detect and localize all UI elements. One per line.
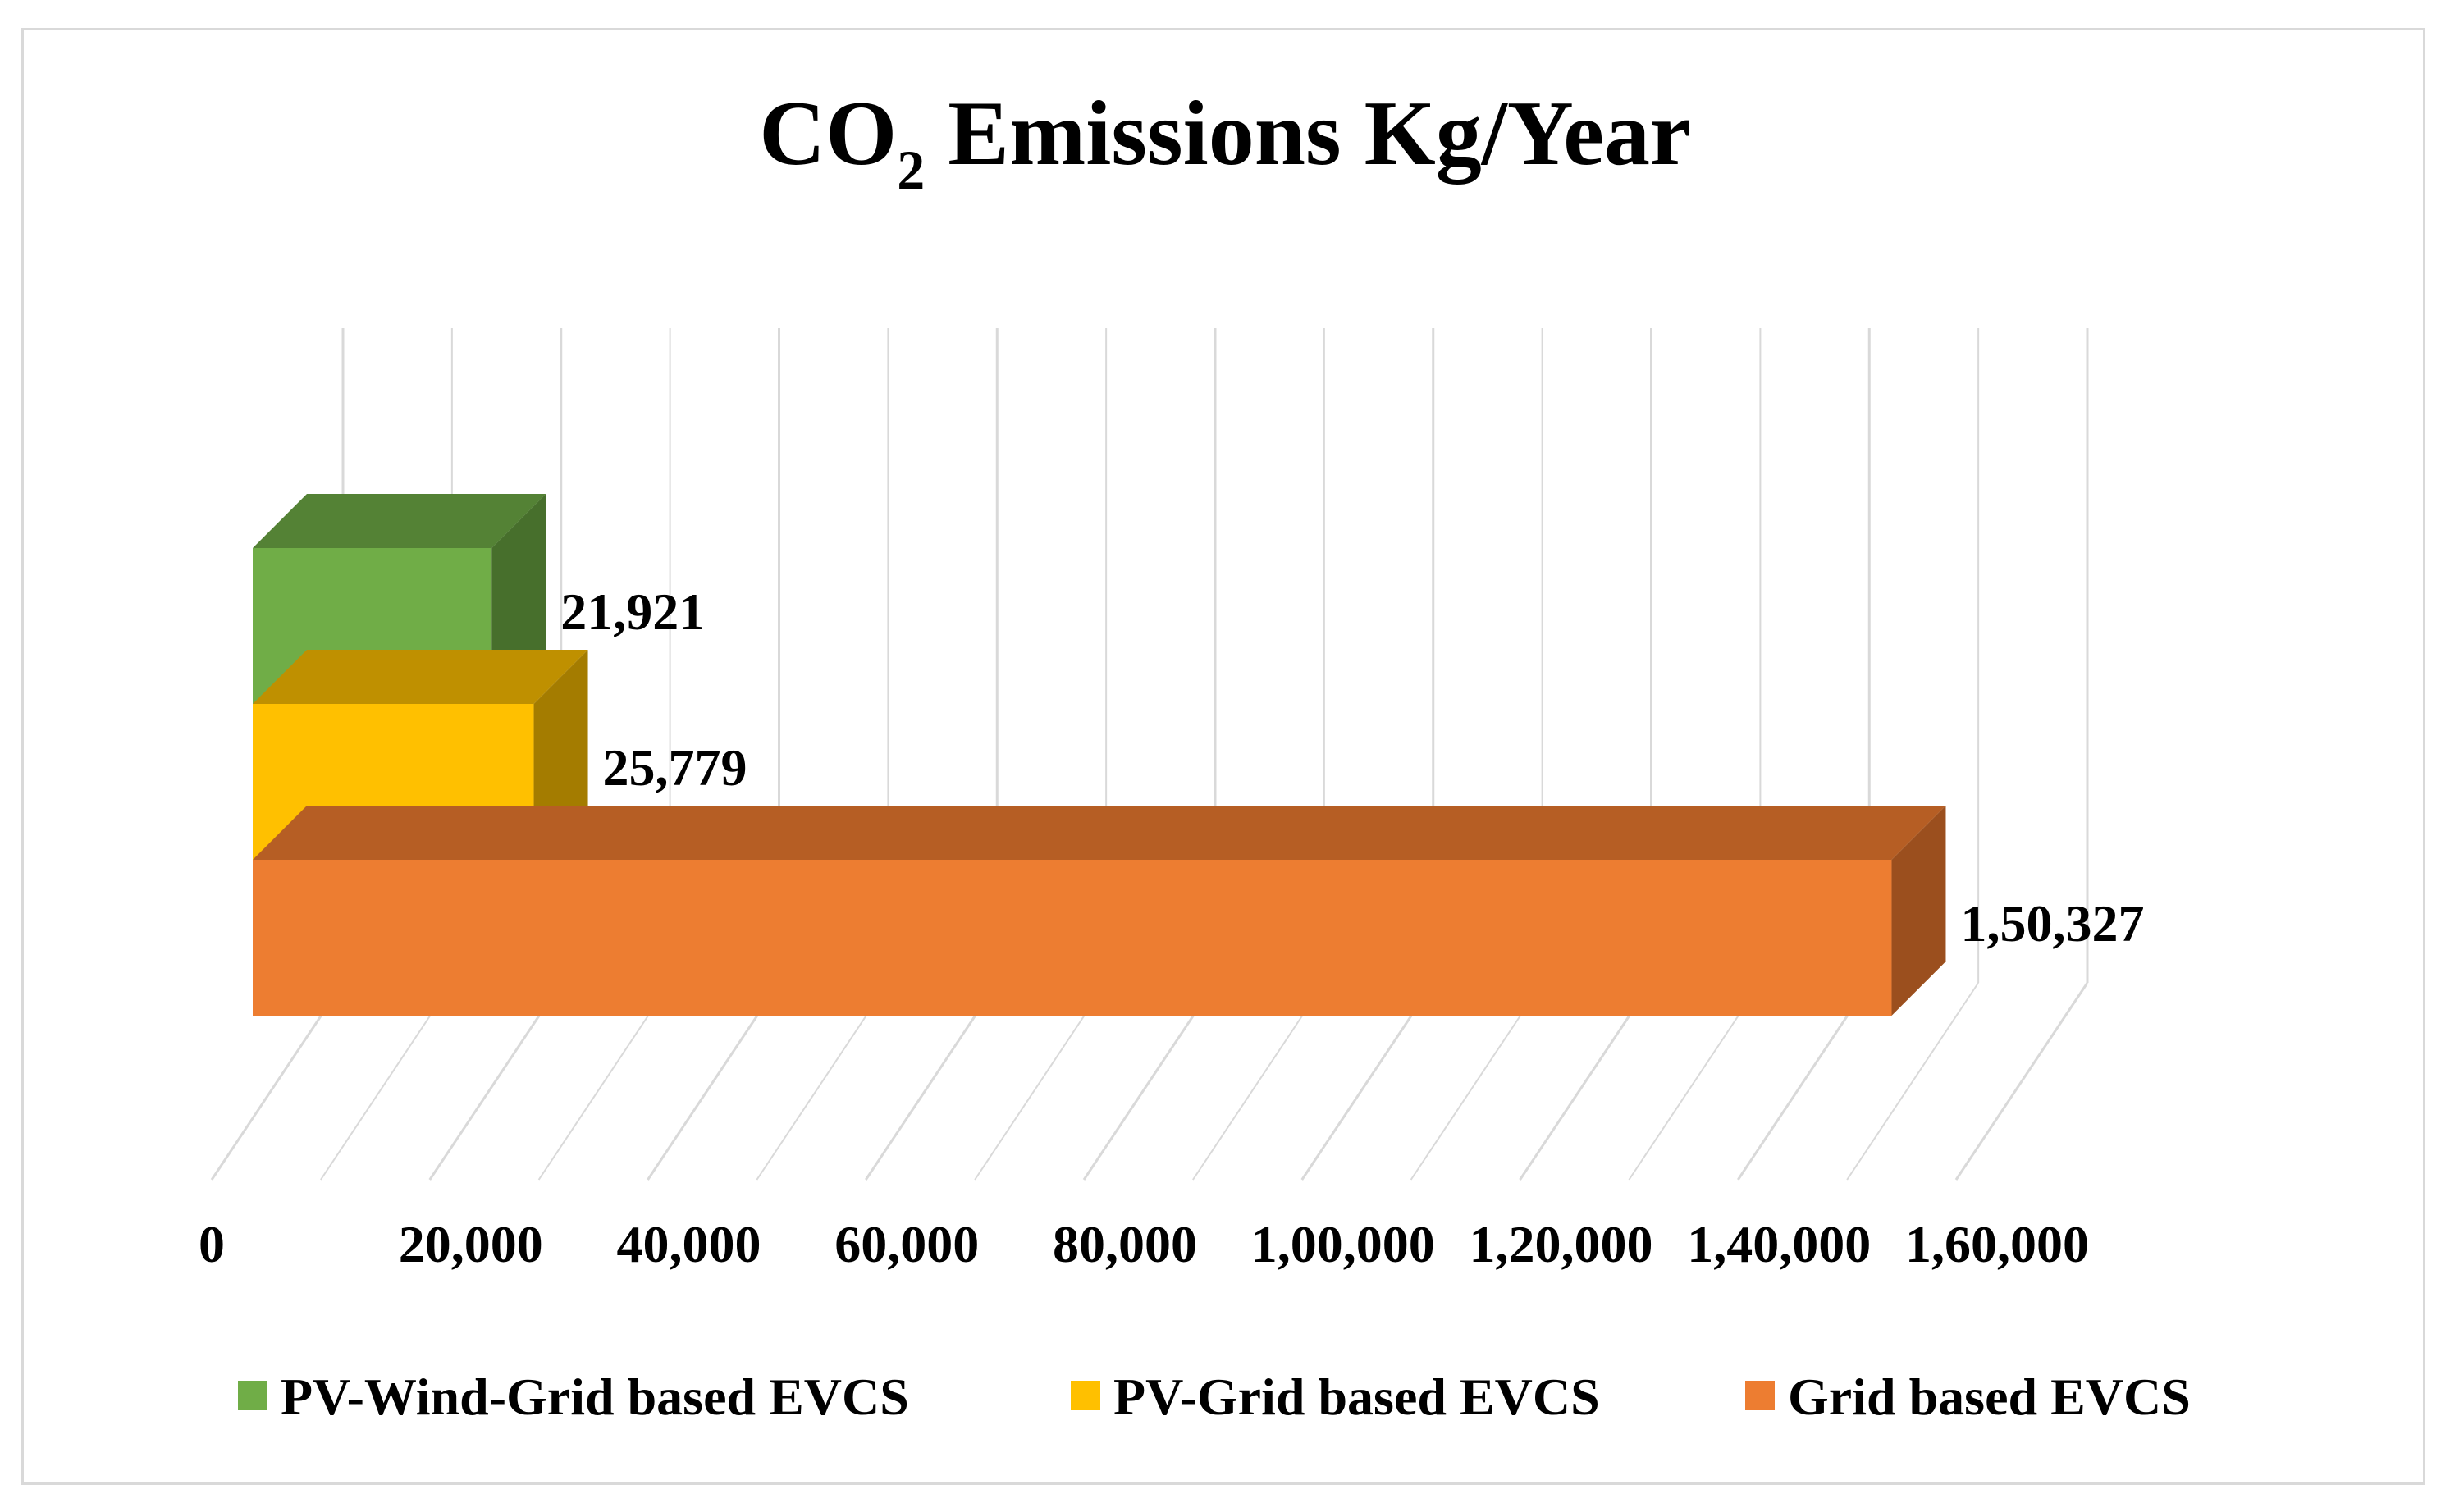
legend-swatch [1071,1381,1100,1410]
data-labels: 21,921 25,779 1,50,327 [560,582,2144,952]
bars [253,494,1946,1016]
x-tick-label: 40,000 [617,1215,761,1273]
bar-top [253,650,588,704]
x-tick-label: 1,40,000 [1687,1215,1871,1273]
x-axis-ticks: 0 20,000 40,000 60,000 80,000 1,00,000 1,20,00… [199,1215,2089,1273]
chart-title-subscript: 2 [897,139,925,201]
bar-front [253,860,1892,1016]
data-label: 1,50,327 [1960,894,2144,952]
bar-top [253,806,1946,860]
x-tick-label: 60,000 [834,1215,979,1273]
legend-label: Grid based EVCS [1788,1368,2191,1426]
legend-label: PV-Wind-Grid based EVCS [281,1368,909,1426]
x-tick-label: 1,20,000 [1470,1215,1653,1273]
chart-title: CO2 Emissions Kg/Year [759,83,1690,201]
bar-top [253,494,546,548]
data-label: 21,921 [560,582,705,641]
data-label: 25,779 [603,738,747,797]
floor-gridline [1954,982,2089,1181]
x-tick-label: 20,000 [399,1215,543,1273]
legend-swatch [238,1381,267,1410]
x-tick-label: 1,00,000 [1251,1215,1435,1273]
x-tick-label: 80,000 [1053,1215,1197,1273]
chart-title-main: CO [759,83,897,185]
legend-label: PV-Grid based EVCS [1113,1368,1600,1426]
legend-swatch [1745,1381,1775,1410]
chart-title-rest: Emissions Kg/Year [925,83,1690,185]
x-tick-label: 1,60,000 [1905,1215,2089,1273]
x-tick-label: 0 [199,1215,225,1273]
bar-side [1891,806,1946,1016]
legend: PV-Wind-Grid based EVCS PV-Grid based EVC… [238,1368,2191,1426]
floor-gridline [1846,982,1979,1181]
